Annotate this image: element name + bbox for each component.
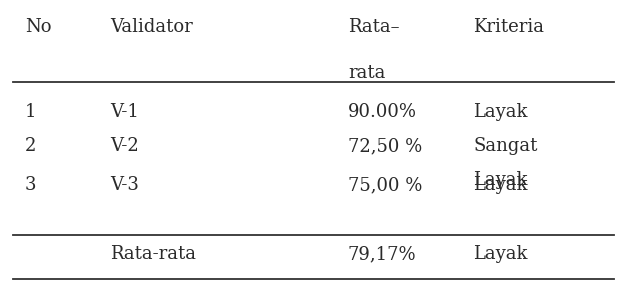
Text: Layak: Layak xyxy=(473,171,528,189)
Text: Kriteria: Kriteria xyxy=(473,18,544,36)
Text: Rata-rata: Rata-rata xyxy=(110,245,196,263)
Text: V-1: V-1 xyxy=(110,103,139,121)
Text: No: No xyxy=(25,18,51,36)
Text: 72,50 %: 72,50 % xyxy=(348,137,422,155)
Text: Layak: Layak xyxy=(473,176,528,194)
Text: V-2: V-2 xyxy=(110,137,139,155)
Text: V-3: V-3 xyxy=(110,176,139,194)
Text: Layak: Layak xyxy=(473,245,528,263)
Text: 90.00%: 90.00% xyxy=(348,103,417,121)
Text: Rata–: Rata– xyxy=(348,18,399,36)
Text: 75,00 %: 75,00 % xyxy=(348,176,423,194)
Text: Layak: Layak xyxy=(473,103,528,121)
Text: 2: 2 xyxy=(25,137,36,155)
Text: 1: 1 xyxy=(25,103,36,121)
Text: Validator: Validator xyxy=(110,18,192,36)
Text: 3: 3 xyxy=(25,176,36,194)
Text: Sangat: Sangat xyxy=(473,137,538,155)
Text: 79,17%: 79,17% xyxy=(348,245,416,263)
Text: rata: rata xyxy=(348,64,386,82)
